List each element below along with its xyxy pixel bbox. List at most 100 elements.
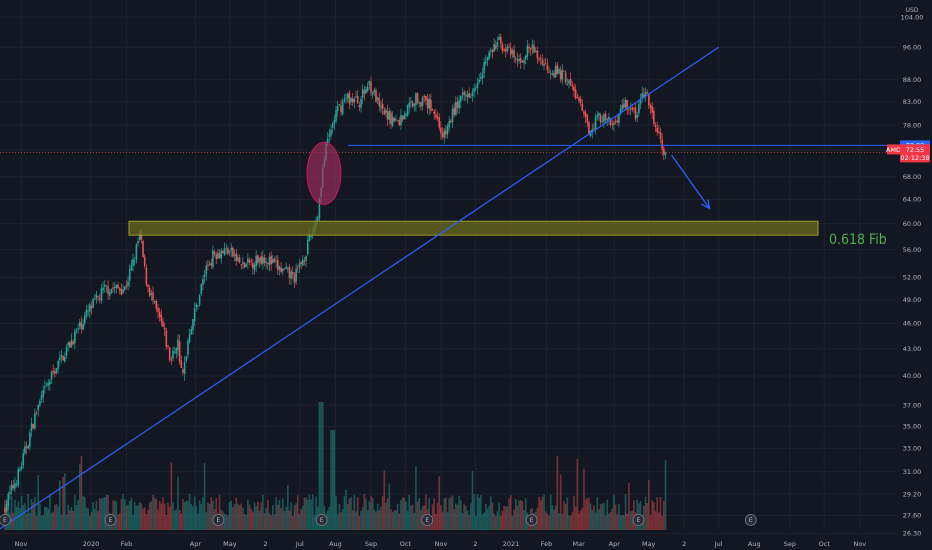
earnings-marker[interactable]: E (104, 514, 117, 526)
x-tick-label: Oct (819, 540, 831, 548)
volume-bar (20, 496, 23, 530)
candle-up (388, 110, 391, 120)
candle-down (494, 45, 497, 49)
earnings-marker[interactable]: E (744, 514, 757, 526)
x-tick-label: Aug (748, 540, 761, 548)
volume-bar (42, 515, 45, 530)
volume-bar (591, 509, 594, 530)
volume-bar (416, 501, 419, 530)
volume-bar (152, 494, 154, 530)
volume-bar (328, 506, 331, 530)
earnings-marker[interactable]: E (632, 514, 645, 526)
volume-bar (498, 502, 500, 530)
candle-down (646, 92, 648, 94)
x-tick-label: Nov (15, 540, 28, 548)
drawing-overlays[interactable] (0, 46, 896, 538)
earnings-marker-text: E (530, 517, 534, 524)
volume-bar (88, 515, 91, 530)
candle-down (536, 50, 539, 59)
volume-bar (373, 509, 376, 530)
volume-bar (619, 514, 622, 530)
candle-up (265, 261, 267, 264)
x-axis[interactable]: Nov 2020 Feb Apr May 2 Jul Aug Sep Oct Nov 2 2021 Feb… (15, 540, 867, 548)
candle-down (584, 112, 587, 117)
volume-bar (433, 498, 436, 530)
candle-down (215, 254, 218, 259)
volume-bar (548, 515, 550, 530)
volume-bar (664, 459, 667, 530)
candle-up (480, 77, 482, 79)
candle-up (406, 105, 409, 116)
y-tick-label: 31.00 (903, 468, 922, 476)
earnings-marker[interactable]: E (525, 514, 538, 526)
volume-bar (385, 502, 387, 530)
candle-up (57, 360, 59, 370)
volume-bar (162, 497, 164, 530)
volume-bar (27, 494, 30, 530)
candle-up (478, 79, 480, 83)
earnings-marker-circle (0, 514, 11, 526)
earnings-marker[interactable]: E (0, 514, 11, 526)
candle-down (463, 91, 465, 96)
volume-bar (415, 466, 417, 530)
volume-bar (441, 511, 444, 530)
candle-up (195, 304, 198, 308)
candle-up (64, 356, 66, 362)
volume-bar (541, 496, 544, 530)
candle-up (88, 304, 91, 312)
candle-up (192, 319, 194, 331)
volume-bar (180, 513, 183, 530)
candle-up (7, 494, 10, 506)
candle-down (170, 359, 173, 361)
volume-bar (576, 458, 579, 530)
earnings-marker[interactable]: E (212, 514, 225, 526)
volume-bar (22, 504, 25, 530)
candlestick-series[interactable] (4, 33, 667, 516)
volume-bar (265, 508, 267, 530)
volume-bar (499, 515, 502, 530)
volume-bar (277, 504, 279, 530)
candle-up (415, 93, 417, 106)
candle-up (75, 330, 78, 332)
volume-bar (84, 496, 86, 530)
candle-down (158, 311, 161, 317)
candle-down (348, 92, 351, 104)
candle-down (430, 99, 432, 111)
volume-bar (594, 512, 597, 530)
volume-bar (59, 480, 61, 530)
volume-bar (554, 505, 557, 530)
candle-down (69, 342, 71, 348)
volume-bar (436, 502, 439, 530)
candle-down (651, 106, 653, 113)
volume-bar (74, 494, 76, 530)
earnings-marker[interactable]: E (421, 514, 434, 526)
volume-bar (488, 505, 490, 530)
y-axis[interactable]: 26.30 27.60 29.20 31.00 33.00 35.00 37.00 40.00… (886, 0, 932, 550)
volume-bar (388, 483, 391, 530)
earnings-marker[interactable]: E (315, 514, 328, 526)
volume-bar (293, 505, 296, 530)
volume-bar (475, 515, 477, 530)
volume-bar (248, 504, 251, 530)
candle-up (471, 92, 474, 97)
candle-down (240, 264, 243, 265)
candle-up (102, 287, 104, 291)
candle-up (113, 287, 116, 288)
candle-down (599, 114, 602, 123)
candle-up (22, 453, 25, 466)
volume-bar (656, 497, 658, 530)
candle-down (539, 58, 542, 59)
volume-bar (45, 507, 48, 530)
volume-bar (624, 494, 627, 530)
candle-up (79, 321, 81, 327)
volume-bar (77, 499, 79, 530)
volume-bar (148, 502, 151, 530)
candle-up (598, 112, 600, 116)
candle-down (263, 257, 266, 263)
volume-bar (185, 500, 188, 530)
volume-bar (285, 506, 287, 530)
candle-down (578, 97, 580, 101)
